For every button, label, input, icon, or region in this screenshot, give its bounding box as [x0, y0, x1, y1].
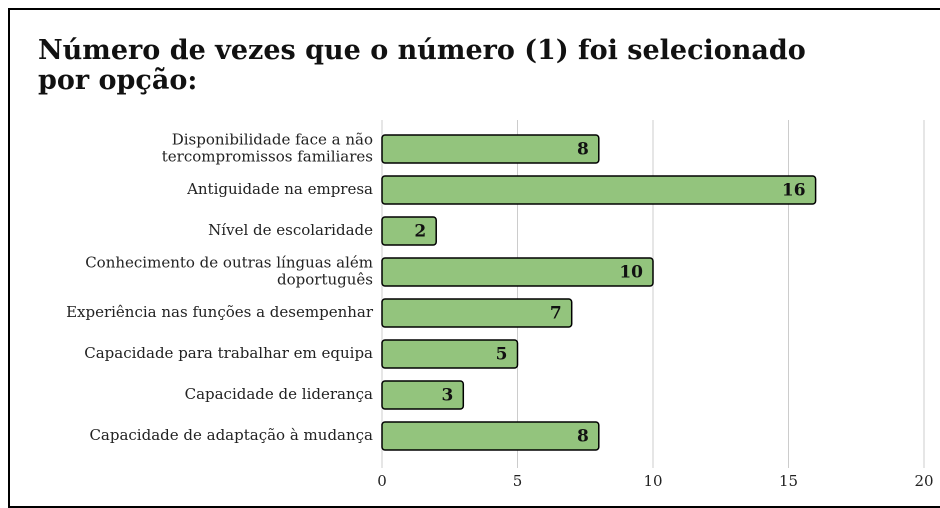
x-tick-label: 0 — [377, 472, 387, 490]
value-label: 8 — [577, 140, 589, 160]
bar — [381, 380, 465, 410]
value-label: 5 — [496, 345, 508, 365]
value-label: 2 — [414, 222, 426, 242]
x-tick-label: 10 — [643, 472, 662, 490]
y-tick-label: Nível de escolaridade — [208, 221, 373, 239]
bar — [381, 175, 817, 205]
y-tick-label: Experiência nas funções a desempenhar — [66, 303, 374, 321]
value-label: 10 — [619, 263, 643, 283]
value-label: 7 — [550, 304, 562, 324]
y-tick-label: Capacidade para trabalhar em equipa — [84, 344, 373, 362]
x-tick-label: 20 — [914, 472, 933, 490]
bar — [381, 339, 519, 369]
x-tick-label: 5 — [513, 472, 523, 490]
bar — [381, 257, 654, 287]
y-tick-label: Disponibilidade face a não tercompromisso… — [162, 131, 373, 166]
bar — [381, 216, 437, 246]
y-tick-label: Antiguidade na empresa — [186, 180, 373, 198]
value-label: 3 — [441, 386, 453, 406]
y-tick-label: Capacidade de liderança — [185, 385, 373, 403]
x-tick-label: 15 — [779, 472, 798, 490]
bar — [381, 298, 573, 328]
y-tick-label: Conhecimento de outras línguas além dopor… — [85, 254, 373, 289]
value-label: 16 — [782, 181, 806, 201]
y-tick-label: Capacidade de adaptação à mudança — [89, 426, 373, 444]
value-label: 8 — [577, 427, 589, 447]
bar — [381, 134, 600, 164]
bar — [381, 421, 600, 451]
chart-title: Número de vezes que o número (1) foi sel… — [38, 35, 806, 96]
